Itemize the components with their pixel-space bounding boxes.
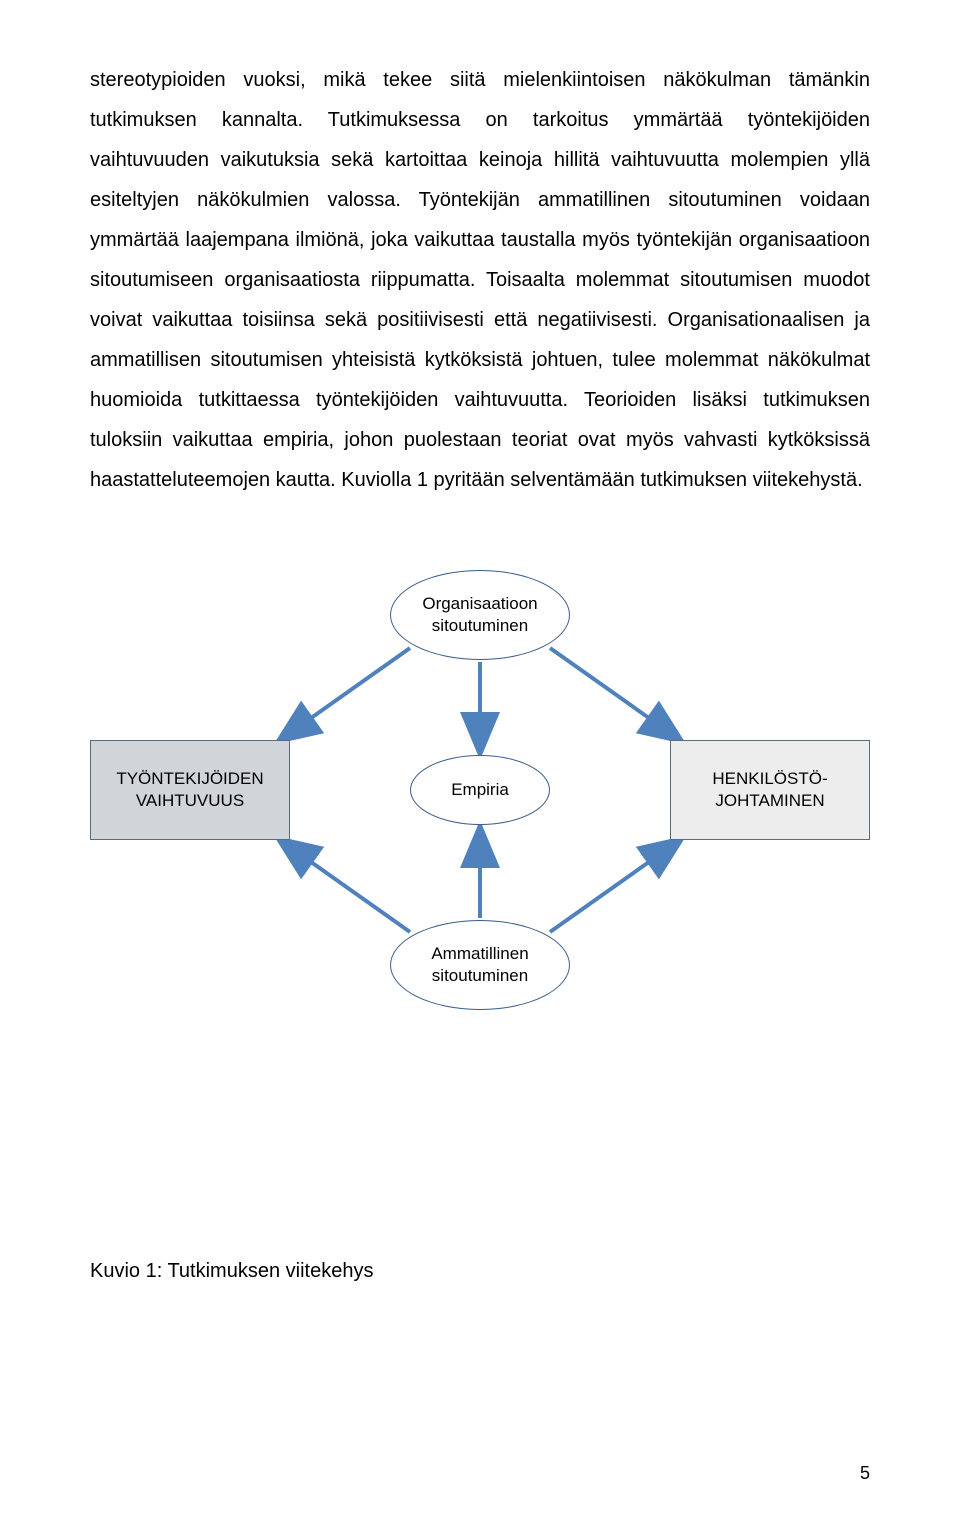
figure-caption: Kuvio 1: Tutkimuksen viitekehys — [90, 1260, 870, 1283]
node-professional-commitment: Ammatillinen sitoutuminen — [390, 920, 570, 1010]
node-employee-turnover: TYÖNTEKIJÖIDEN VAIHTUVUUS — [90, 740, 290, 840]
node-label: TYÖNTEKIJÖIDEN VAIHTUVUUS — [97, 768, 283, 812]
node-empiria: Empiria — [410, 755, 550, 825]
page-number: 5 — [860, 1463, 870, 1484]
node-label: Ammatillinen sitoutuminen — [397, 943, 563, 987]
node-label: Organisaatioon sitoutuminen — [397, 593, 563, 637]
node-hr-management: HENKILÖSTÖ-JOHTAMINEN — [670, 740, 870, 840]
framework-diagram: TYÖNTEKIJÖIDEN VAIHTUVUUS HENKILÖSTÖ-JOH… — [90, 540, 870, 1060]
body-paragraph: stereotypioiden vuoksi, mikä tekee siitä… — [90, 60, 870, 500]
node-label: HENKILÖSTÖ-JOHTAMINEN — [677, 768, 863, 812]
node-org-commitment: Organisaatioon sitoutuminen — [390, 570, 570, 660]
node-label: Empiria — [451, 779, 509, 801]
